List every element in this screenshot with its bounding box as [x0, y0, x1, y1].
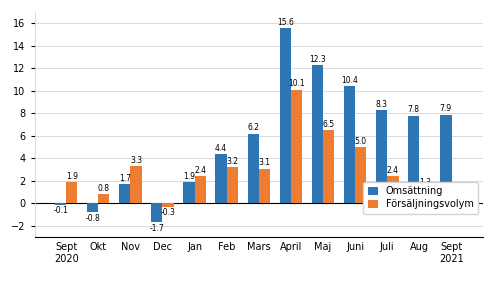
Text: 5.0: 5.0: [355, 137, 367, 146]
Text: 1.9: 1.9: [66, 172, 78, 181]
Text: 4.4: 4.4: [215, 143, 227, 153]
Bar: [408, 116, 420, 203]
Text: 2.4: 2.4: [387, 166, 399, 175]
Text: 3.1: 3.1: [258, 158, 271, 167]
Bar: [323, 130, 334, 203]
Bar: [291, 90, 302, 203]
Text: 2.4: 2.4: [194, 166, 206, 175]
Bar: [119, 184, 130, 203]
Bar: [98, 194, 109, 203]
Bar: [183, 182, 195, 203]
Text: 1.9: 1.9: [183, 172, 195, 181]
Bar: [87, 203, 98, 212]
Bar: [247, 134, 259, 203]
Bar: [440, 115, 452, 203]
Bar: [195, 176, 206, 203]
Bar: [376, 110, 387, 203]
Bar: [151, 203, 163, 223]
Text: 0.8: 0.8: [98, 184, 110, 193]
Bar: [312, 65, 323, 203]
Text: -1.7: -1.7: [149, 224, 164, 233]
Bar: [163, 203, 174, 207]
Bar: [355, 147, 366, 203]
Legend: Omsättning, Försäljningsvolym: Omsättning, Försäljningsvolym: [363, 181, 478, 214]
Bar: [55, 203, 66, 205]
Bar: [387, 176, 398, 203]
Text: 10.1: 10.1: [288, 79, 305, 88]
Text: -0.3: -0.3: [161, 208, 176, 217]
Text: 1.3: 1.3: [419, 178, 431, 187]
Text: 6.2: 6.2: [247, 123, 259, 132]
Text: -0.1: -0.1: [53, 206, 68, 215]
Text: 6.5: 6.5: [322, 120, 335, 129]
Text: 8.3: 8.3: [376, 100, 387, 109]
Text: 1.7: 1.7: [119, 174, 131, 183]
Bar: [452, 200, 463, 203]
Text: 15.6: 15.6: [277, 18, 294, 26]
Text: -0.8: -0.8: [85, 214, 100, 223]
Text: 3.3: 3.3: [130, 156, 142, 165]
Text: 0.3: 0.3: [451, 190, 463, 199]
Bar: [215, 154, 227, 203]
Bar: [420, 189, 430, 203]
Bar: [66, 182, 77, 203]
Text: 12.3: 12.3: [309, 55, 326, 64]
Bar: [344, 86, 355, 203]
Text: 10.4: 10.4: [341, 76, 358, 85]
Text: 7.8: 7.8: [408, 105, 420, 114]
Bar: [259, 168, 270, 203]
Bar: [227, 168, 238, 203]
Text: 7.9: 7.9: [440, 104, 452, 113]
Text: 3.2: 3.2: [226, 157, 238, 166]
Bar: [130, 166, 141, 203]
Bar: [280, 28, 291, 203]
